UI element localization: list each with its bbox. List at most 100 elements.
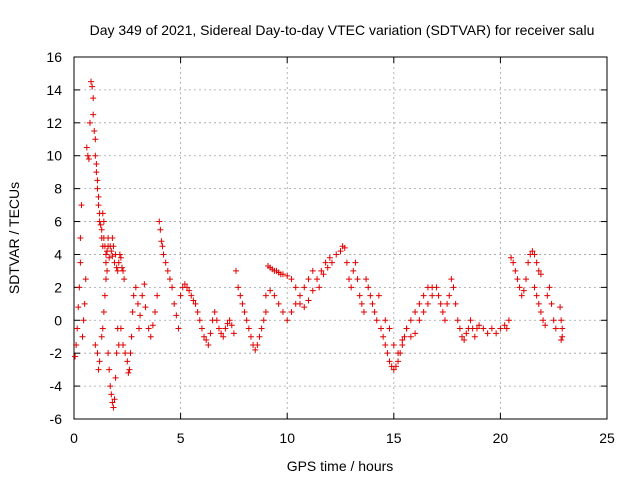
data-point xyxy=(420,309,427,316)
data-point xyxy=(169,284,176,291)
data-point xyxy=(100,218,107,225)
data-point xyxy=(237,292,244,299)
data-point xyxy=(558,337,565,344)
data-point xyxy=(352,259,359,266)
data-point xyxy=(444,300,451,307)
data-point xyxy=(505,317,512,324)
y-tick-label: 0 xyxy=(54,312,62,328)
data-point xyxy=(218,330,225,337)
data-point xyxy=(314,276,321,283)
data-point xyxy=(94,350,101,357)
data-point xyxy=(102,276,109,283)
y-tick-label: 8 xyxy=(54,181,62,197)
data-point xyxy=(113,264,120,271)
data-point xyxy=(439,309,446,316)
data-point xyxy=(230,330,237,337)
x-tick-label: 0 xyxy=(70,430,78,446)
data-point xyxy=(382,341,389,348)
data-point xyxy=(224,320,231,327)
data-point xyxy=(160,251,167,258)
y-axis-title: SDTVAR / TECUs xyxy=(6,182,22,294)
data-point xyxy=(81,300,88,307)
data-point xyxy=(420,292,427,299)
data-point xyxy=(403,325,410,332)
data-point xyxy=(95,202,102,209)
data-point xyxy=(215,325,222,332)
data-point xyxy=(384,350,391,357)
data-point xyxy=(395,358,402,365)
data-point xyxy=(112,374,119,381)
data-point xyxy=(93,169,100,176)
data-point xyxy=(92,341,99,348)
data-point xyxy=(284,317,291,324)
data-point xyxy=(105,350,112,357)
data-point xyxy=(154,292,161,299)
data-point xyxy=(493,330,500,337)
data-point xyxy=(91,128,98,135)
data-point xyxy=(95,193,102,200)
data-point xyxy=(120,267,127,274)
data-point xyxy=(130,292,137,299)
data-point xyxy=(326,254,333,261)
data-point xyxy=(211,309,218,316)
data-point xyxy=(548,300,555,307)
data-point xyxy=(117,254,124,261)
data-point xyxy=(441,317,448,324)
data-point xyxy=(386,325,393,332)
data-point xyxy=(305,276,312,283)
data-point xyxy=(508,254,515,261)
data-point xyxy=(183,284,190,291)
data-point xyxy=(109,253,116,260)
data-point xyxy=(102,259,109,266)
data-point xyxy=(292,284,299,291)
y-tick-label: 12 xyxy=(46,115,62,131)
data-point xyxy=(407,317,414,324)
data-point xyxy=(324,264,331,271)
data-point xyxy=(296,292,303,299)
data-point xyxy=(446,292,453,299)
data-point xyxy=(205,341,212,348)
data-point xyxy=(343,259,350,266)
data-point xyxy=(95,366,102,373)
data-point xyxy=(305,297,312,304)
data-point xyxy=(98,333,105,340)
data-point xyxy=(386,358,393,365)
data-point xyxy=(448,276,455,283)
data-point xyxy=(288,309,295,316)
data-point xyxy=(122,350,129,357)
data-point xyxy=(162,259,169,266)
data-point xyxy=(106,366,113,373)
data-point xyxy=(433,284,440,291)
data-point xyxy=(118,264,125,271)
data-point xyxy=(454,317,461,324)
data-point xyxy=(117,325,124,332)
data-point xyxy=(203,337,210,344)
data-point xyxy=(416,300,423,307)
data-point xyxy=(157,226,164,233)
data-point xyxy=(96,358,103,365)
data-point xyxy=(284,272,291,279)
data-point xyxy=(497,325,504,332)
data-point xyxy=(72,353,79,360)
y-tick-label: 14 xyxy=(46,82,62,98)
data-point xyxy=(531,251,538,258)
data-point xyxy=(288,276,295,283)
data-point xyxy=(552,325,559,332)
data-point xyxy=(520,287,527,294)
data-point xyxy=(258,325,265,332)
data-point xyxy=(124,358,131,365)
data-point xyxy=(531,284,538,291)
data-point xyxy=(380,333,387,340)
data-point xyxy=(235,284,242,291)
data-point xyxy=(467,317,474,324)
data-point xyxy=(424,300,431,307)
data-point xyxy=(134,300,141,307)
data-point xyxy=(516,284,523,291)
data-point xyxy=(488,325,495,332)
data-point xyxy=(354,276,361,283)
data-point xyxy=(147,333,154,340)
data-point xyxy=(86,119,93,126)
data-point xyxy=(190,297,197,304)
data-point xyxy=(98,226,105,233)
data-point xyxy=(412,330,419,337)
